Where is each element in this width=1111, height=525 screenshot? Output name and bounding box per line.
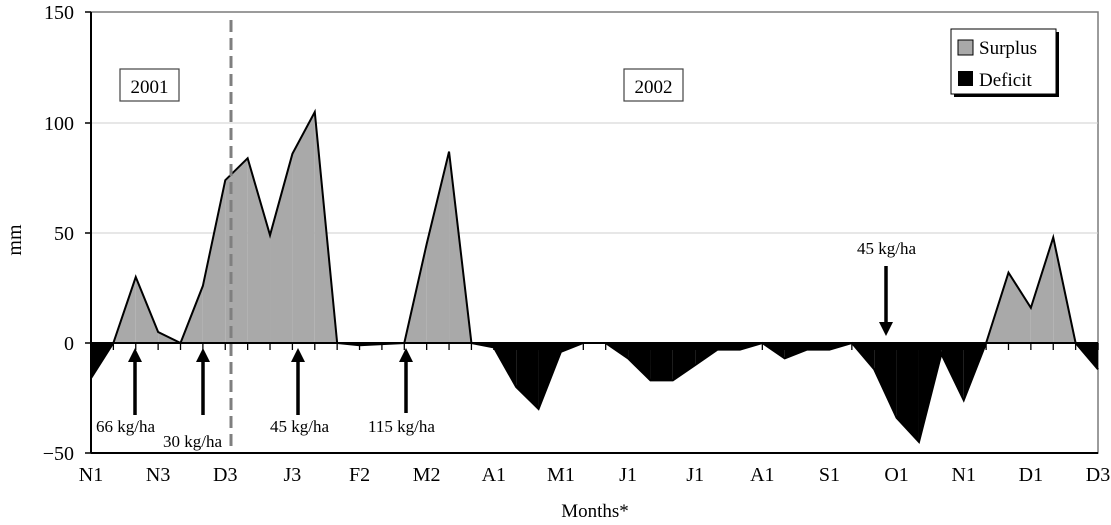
x-tick-label: O1	[884, 464, 908, 486]
x-tick-label: D1	[1019, 464, 1043, 486]
fertilizer-labels: 66 kg/ha 30 kg/ha 45 kg/ha 115 kg/ha 45 …	[96, 239, 916, 451]
deficit-area	[874, 343, 897, 418]
deficit-area	[672, 343, 696, 381]
year-2002-label: 2002	[623, 68, 684, 102]
arrow-label: 115 kg/ha	[368, 417, 435, 436]
y-tick-label: 100	[44, 113, 74, 135]
surplus-area	[202, 180, 226, 343]
arrow-label: 45 kg/ha	[857, 239, 916, 258]
arrow-up-icon	[128, 348, 142, 415]
y-tick-label: 150	[44, 2, 74, 24]
deficit-area	[695, 343, 718, 365]
x-tick-label: J1	[619, 464, 637, 486]
deficit-area	[784, 343, 808, 359]
svg-text:2001: 2001	[131, 77, 169, 98]
x-tick-label: D3	[213, 464, 237, 486]
legend: Surplus Deficit	[950, 28, 1059, 97]
y-ticks	[85, 11, 91, 454]
year-2001-label: 2001	[119, 68, 180, 102]
x-tick-label: N1	[79, 464, 103, 486]
x-tick-label: M1	[547, 464, 575, 486]
x-tick-label: A1	[750, 464, 774, 486]
deficit-area	[941, 343, 964, 401]
y-tick-label: 50	[54, 223, 74, 245]
arrow-up-icon	[291, 348, 305, 415]
x-tick-label: F2	[349, 464, 370, 486]
legend-deficit-label: Deficit	[979, 70, 1032, 91]
deficit-area	[516, 343, 539, 409]
x-tick-label: M2	[413, 464, 441, 486]
deficit-area	[628, 343, 651, 381]
surplus-area	[135, 277, 159, 343]
x-tick-label: N1	[952, 464, 976, 486]
surplus-area	[270, 153, 293, 343]
surplus-area	[247, 158, 271, 343]
y-tick-label: 0	[64, 333, 74, 355]
surplus-area	[426, 151, 450, 343]
legend-surplus-swatch	[957, 39, 974, 56]
arrow-label: 66 kg/ha	[96, 417, 155, 436]
surplus-area	[1008, 272, 1031, 343]
x-ticks	[90, 343, 1099, 350]
x-tick-label: J3	[284, 464, 302, 486]
deficit-area	[896, 343, 919, 442]
arrow-up-icon	[399, 348, 413, 413]
arrow-label: 45 kg/ha	[270, 417, 329, 436]
x-tick-label: N3	[146, 464, 170, 486]
arrow-up-icon	[196, 348, 210, 415]
deficit-area	[717, 343, 740, 350]
deficit-area	[807, 343, 830, 350]
surplus-area	[1030, 237, 1054, 343]
x-axis-label: Months*	[561, 501, 629, 522]
arrow-down-icon	[879, 266, 893, 336]
x-tick-labels: N1 N3 D3 J3 F2 M2 A1 M1 J1 J1 A1 S1 O1 N1 D1 D3	[79, 464, 1110, 486]
y-axis-label: mm	[4, 224, 26, 256]
x-tick-label: D3	[1086, 464, 1110, 486]
x-tick-label: J1	[686, 464, 704, 486]
surplus-area	[292, 112, 315, 343]
surplus-area	[225, 158, 248, 343]
legend-deficit-swatch	[958, 71, 973, 86]
deficit-area	[650, 343, 673, 381]
y-tick-labels: 150 100 50 0 −50	[43, 2, 74, 465]
legend-surplus-label: Surplus	[979, 38, 1037, 59]
x-tick-label: S1	[819, 464, 840, 486]
x-tick-label: A1	[482, 464, 506, 486]
svg-text:2002: 2002	[635, 77, 673, 98]
y-tick-label: −50	[43, 443, 74, 465]
arrow-label: 30 kg/ha	[163, 432, 222, 451]
fertilizer-arrows	[128, 266, 893, 415]
